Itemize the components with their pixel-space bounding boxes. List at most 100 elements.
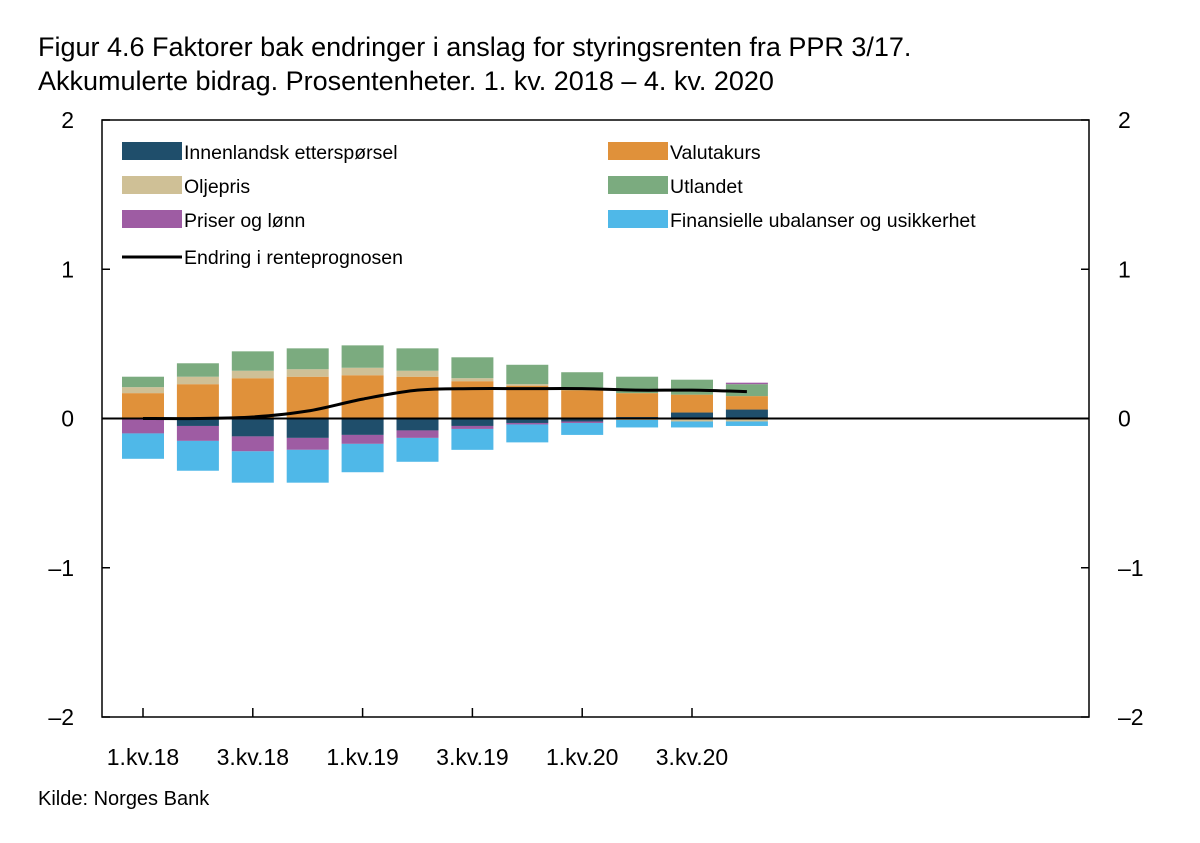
bar-segment-5-2 — [231, 451, 274, 483]
bar-segment-5-9 — [616, 419, 659, 428]
legend-label-3: Utlandet — [670, 176, 743, 198]
bar-segment-1-7 — [506, 385, 549, 419]
y-tick-label-left-0: –2 — [48, 704, 74, 730]
plot-frame-layer: –2 –2 –1 –1 0 0 1 1 2 2 1.kv.18 3.kv.18 1.kv.19 3.kv.… — [48, 107, 1143, 770]
legend-swatch-3 — [608, 176, 668, 194]
bar-segment-1-1 — [176, 384, 219, 419]
bar-segment-2-0 — [122, 387, 164, 394]
legend-swatch-2 — [122, 176, 182, 194]
bar-segment-1-8 — [561, 390, 604, 419]
bar-segment-4-4 — [341, 434, 384, 444]
bar-segment-0-11 — [725, 409, 768, 419]
bar-segment-3-5 — [396, 348, 439, 371]
bar-segment-4-3 — [286, 437, 329, 450]
bar-segment-0-2 — [231, 418, 274, 437]
line-endring-i-renteprognosen — [142, 387, 747, 421]
legend-swatch-5 — [608, 210, 668, 228]
bar-segment-4-6 — [451, 425, 494, 429]
bar-segment-3-2 — [231, 351, 274, 371]
legend-swatch-4 — [122, 210, 182, 228]
bar-segment-5-10 — [671, 421, 713, 428]
legend-label-0: Innenlandsk etterspørsel — [184, 142, 398, 164]
bars-layer — [122, 345, 768, 483]
bar-segment-2-5 — [396, 370, 439, 377]
x-tick-label-4: 1.kv.19 — [326, 744, 398, 770]
bar-segment-2-10 — [671, 418, 713, 422]
bar-segment-4-0 — [122, 418, 164, 434]
legend: Innenlandsk etterspørsel Valutakurs Oljepr… — [122, 142, 976, 269]
x-tick-label-8: 1.kv.20 — [546, 744, 618, 770]
bar-segment-3-0 — [122, 376, 164, 388]
y-tick-label-left-1: –1 — [48, 555, 74, 581]
bar-segment-4-7 — [506, 422, 549, 425]
title-line-1: Figur 4.6 Faktorer bak endringer i ansla… — [38, 32, 912, 62]
bar-segment-0-4 — [341, 418, 384, 435]
legend-label-1: Valutakurs — [670, 142, 761, 164]
bar-segment-3-1 — [176, 363, 219, 377]
y-tick-label-right-0: –2 — [1118, 704, 1144, 730]
bar-segment-5-8 — [561, 422, 604, 435]
legend-label-2: Oljepris — [184, 176, 250, 198]
bar-segment-0-3 — [286, 418, 329, 438]
bar-segment-5-0 — [122, 433, 164, 459]
x-tick-label-10: 3.kv.20 — [656, 744, 728, 770]
bar-segment-5-5 — [396, 437, 439, 462]
bar-segment-3-10 — [671, 379, 713, 395]
bar-segment-5-7 — [506, 424, 549, 443]
bar-segment-2-2 — [231, 370, 274, 379]
bar-segment-3-7 — [506, 364, 549, 385]
x-tick-label-0: 1.kv.18 — [107, 744, 179, 770]
bar-segment-2-1 — [176, 376, 219, 385]
bar-segment-0-5 — [396, 418, 439, 431]
bar-segment-4-1 — [176, 425, 219, 441]
bar-segment-0-8 — [561, 418, 604, 422]
bar-segment-4-2 — [231, 436, 274, 452]
bar-segment-1-2 — [231, 378, 274, 419]
bar-segment-1-0 — [122, 393, 164, 419]
title-line-2: Akkumulerte bidrag. Prosentenheter. 1. k… — [38, 66, 774, 96]
y-tick-label-left-2: 0 — [61, 406, 74, 432]
bar-segment-2-4 — [341, 367, 384, 376]
y-tick-label-right-1: –1 — [1118, 555, 1144, 581]
y-tick-label-left-4: 2 — [61, 107, 74, 133]
bar-segment-2-7 — [506, 384, 549, 386]
bar-segment-1-10 — [671, 394, 713, 413]
legend-label-line: Endring i renteprognosen — [184, 247, 403, 269]
y-tick-label-right-4: 2 — [1118, 107, 1131, 133]
y-tick-label-right-2: 0 — [1118, 406, 1131, 432]
bar-segment-3-6 — [451, 357, 494, 379]
bar-segment-5-1 — [176, 440, 219, 471]
x-tick-label-6: 3.kv.19 — [436, 744, 508, 770]
source-note: Kilde: Norges Bank — [38, 788, 210, 810]
bar-segment-3-8 — [561, 372, 604, 391]
bar-segment-0-6 — [451, 418, 494, 426]
bar-segment-2-11 — [725, 418, 768, 422]
bar-segment-0-1 — [176, 418, 219, 426]
bar-segment-5-6 — [451, 428, 494, 450]
bar-segment-2-6 — [451, 378, 494, 382]
bar-segment-5-3 — [286, 449, 329, 483]
legend-label-5: Finansielle ubalanser og usikkerhet — [670, 210, 976, 232]
y-tick-label-left-3: 1 — [61, 256, 74, 282]
x-tick-label-2: 3.kv.18 — [217, 744, 289, 770]
bar-segment-1-9 — [616, 393, 659, 418]
legend-swatch-0 — [122, 142, 182, 160]
legend-label-4: Priser og lønn — [184, 210, 305, 232]
bar-segment-4-8 — [561, 421, 604, 423]
bar-segment-0-10 — [671, 412, 713, 419]
bar-segment-3-3 — [286, 348, 329, 370]
bar-segment-1-6 — [451, 381, 494, 419]
bar-segment-3-4 — [341, 345, 384, 368]
bar-segment-1-5 — [396, 376, 439, 419]
bar-segment-1-11 — [725, 396, 768, 410]
line-layer — [142, 387, 747, 421]
bar-segment-5-4 — [341, 443, 384, 473]
bar-segment-0-7 — [506, 418, 549, 423]
bar-segment-4-5 — [396, 430, 439, 438]
y-tick-label-right-3: 1 — [1118, 256, 1131, 282]
chart-title: Figur 4.6 Faktorer bak endringer i ansla… — [38, 30, 911, 98]
bar-segment-5-11 — [725, 421, 768, 426]
bar-segment-2-3 — [286, 369, 329, 377]
bar-segment-4-11 — [725, 382, 768, 385]
